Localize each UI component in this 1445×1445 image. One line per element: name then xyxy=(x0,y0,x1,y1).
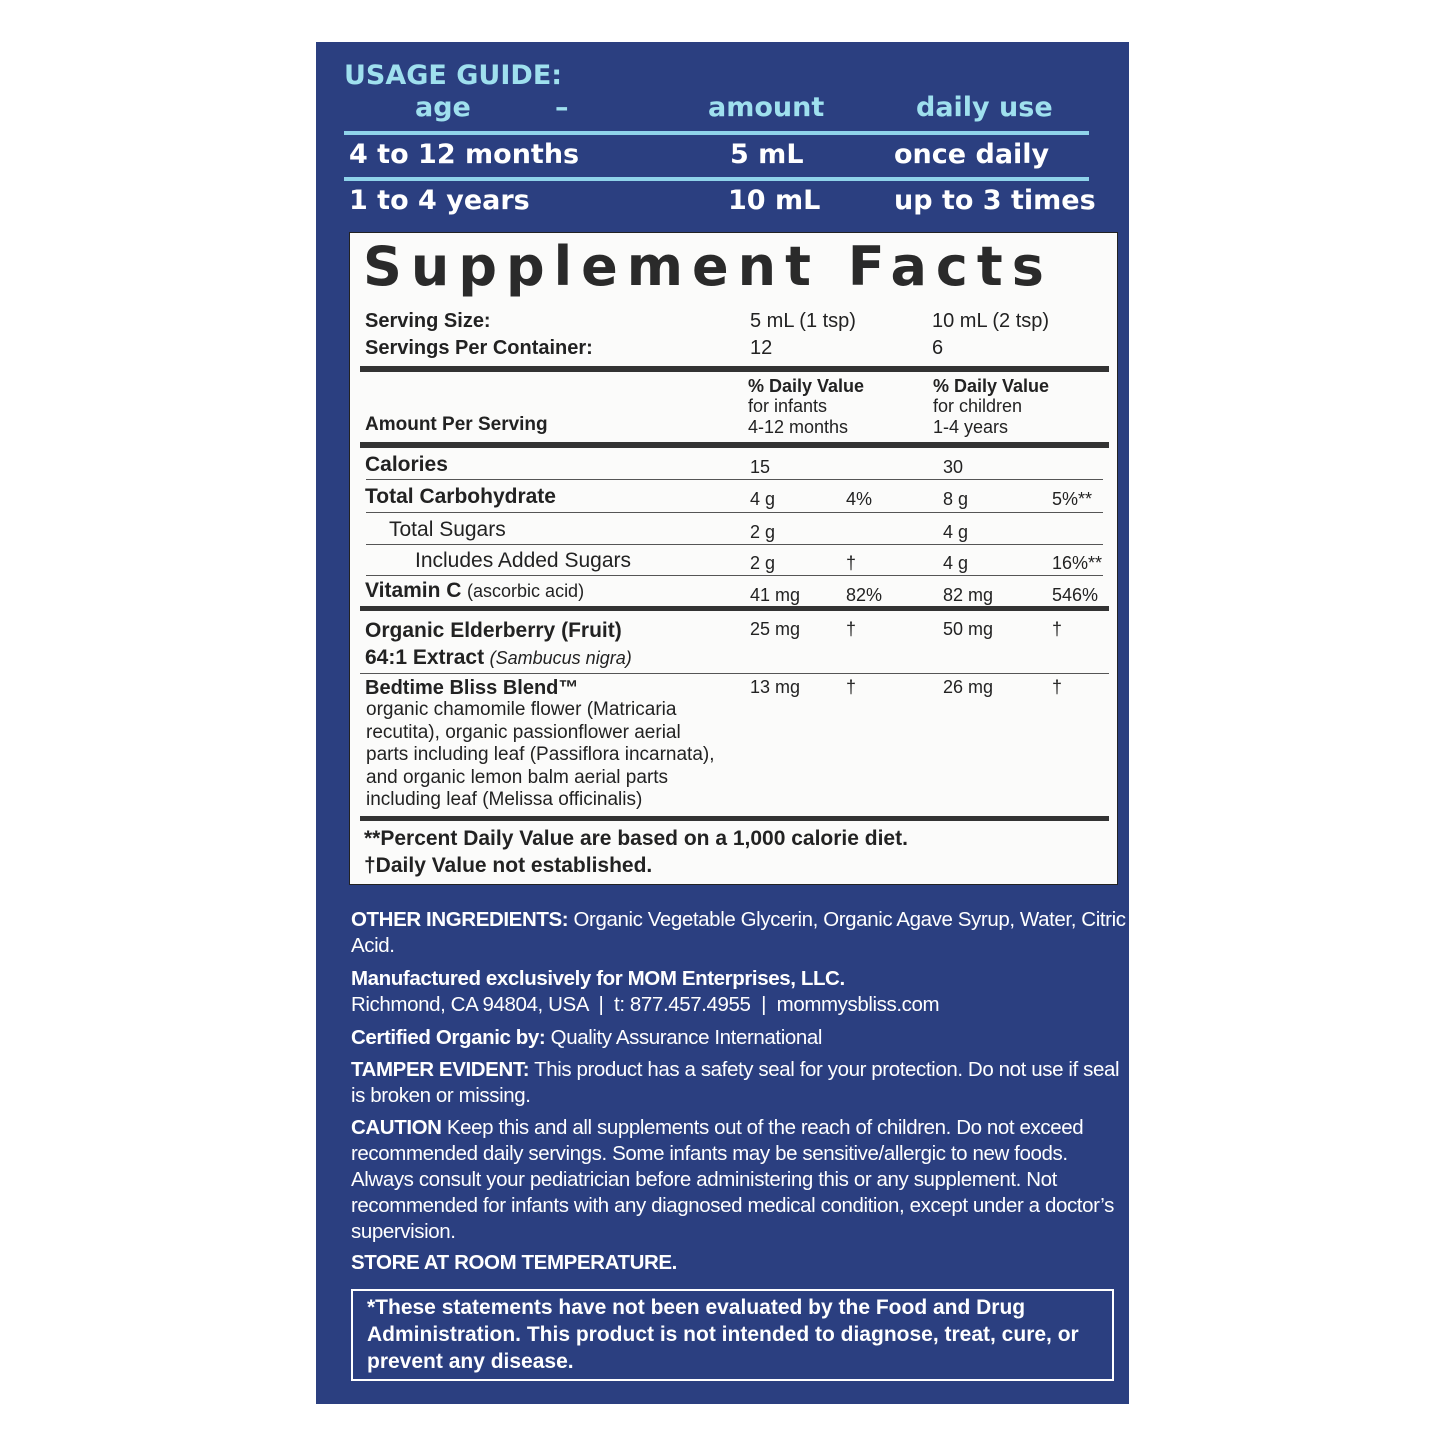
caution-text: Keep this and all supplements out of the… xyxy=(351,1116,1114,1243)
tamper-evident: TAMPER EVIDENT: This product has a safet… xyxy=(351,1057,1126,1109)
manufacturer: Manufactured exclusively for MOM Enterpr… xyxy=(351,967,845,990)
thin-rule xyxy=(366,512,1103,513)
nutrient-name: Bedtime Bliss Blend™ xyxy=(365,677,579,699)
dv-child: 546% xyxy=(1052,585,1099,605)
tamper-label: TAMPER EVIDENT: xyxy=(351,1058,530,1081)
amount-infant: 13 mg xyxy=(750,677,801,697)
nutrient-name: Calories xyxy=(365,453,448,476)
thin-rule xyxy=(366,544,1103,545)
certified-text: Quality Assurance International xyxy=(550,1026,823,1049)
dv-infant: 4% xyxy=(846,489,873,509)
amount-child: 82 mg xyxy=(943,585,994,605)
dv-child: 5%** xyxy=(1052,489,1093,509)
thick-rule xyxy=(360,816,1109,821)
usage-row-amount: 5 mL xyxy=(730,139,804,170)
elderberry-extract: 64:1 Extract xyxy=(365,646,485,669)
usage-header-dash: – xyxy=(555,92,569,123)
usage-row-amount: 10 mL xyxy=(728,185,821,216)
usage-header-daily-use: daily use xyxy=(916,92,1053,123)
dv-child: 16%** xyxy=(1052,553,1103,573)
usage-row-age: 4 to 12 months xyxy=(349,139,580,170)
amount-infant: 41 mg xyxy=(750,585,801,605)
fda-disclaimer: *These statements have not been evaluate… xyxy=(351,1289,1114,1381)
elderberry-note: (Sambucus nigra) xyxy=(489,648,632,668)
amount-child: 50 mg xyxy=(943,619,994,639)
footnote-dagger: †Daily Value not established. xyxy=(364,854,653,877)
certified-organic: Certified Organic by: Quality Assurance … xyxy=(351,1025,1126,1051)
nutrient-name: Total Carbohydrate xyxy=(365,485,556,508)
address: Richmond, CA 94804, USA | t: 877.457.495… xyxy=(351,993,940,1016)
certified-label: Certified Organic by: xyxy=(351,1026,546,1049)
thin-rule xyxy=(360,673,1109,674)
nutrient-name-line2: 64:1 Extract (Sambucus nigra) xyxy=(365,646,632,670)
dv-infant: † xyxy=(846,553,857,573)
nutrient-name: Total Sugars xyxy=(389,518,506,541)
usage-guide-title: USAGE GUIDE: xyxy=(344,60,563,91)
vitamin-c-note: (ascorbic acid) xyxy=(467,581,585,601)
amount-per-serving-label: Amount Per Serving xyxy=(365,414,548,435)
dv-header-infant-line2: 4-12 months xyxy=(748,417,849,437)
dv-header-child: % Daily Value xyxy=(933,376,1050,396)
servings-infant: 12 xyxy=(750,337,773,359)
thick-rule xyxy=(360,606,1109,611)
caution-label: CAUTION xyxy=(351,1116,442,1139)
thin-rule xyxy=(366,575,1103,576)
other-ingredients: OTHER INGREDIENTS: Organic Vegetable Gly… xyxy=(351,907,1126,959)
amount-infant: 15 xyxy=(750,457,771,477)
dv-infant: † xyxy=(846,619,857,639)
dv-header-child-line1: for children xyxy=(933,396,1023,416)
amount-infant: 2 g xyxy=(750,522,776,542)
blend-description: organic chamomile flower (Matricaria rec… xyxy=(366,699,715,810)
usage-divider xyxy=(344,177,1089,181)
facts-title: Supplement Facts xyxy=(363,235,1053,298)
usage-header-age: age xyxy=(415,92,471,123)
thin-rule xyxy=(366,479,1103,480)
thick-rule xyxy=(360,366,1109,372)
supplement-facts-panel: Supplement Facts Serving Size: 5 mL (1 t… xyxy=(349,232,1118,885)
footnote-percent: **Percent Daily Value are based on a 1,0… xyxy=(364,827,908,850)
dv-infant: 82% xyxy=(846,585,883,605)
dv-infant: † xyxy=(846,677,857,697)
dv-header-infant-line1: for infants xyxy=(748,396,828,416)
nutrient-name: Organic Elderberry (Fruit) xyxy=(365,619,622,642)
amount-child: 4 g xyxy=(943,522,969,542)
usage-row-daily-use: up to 3 times xyxy=(894,185,1096,216)
dv-header-child-line2: 1-4 years xyxy=(933,417,1009,437)
amount-child: 8 g xyxy=(943,489,969,509)
tamper-text: This product has a safety seal for your … xyxy=(351,1058,1120,1107)
amount-infant: 4 g xyxy=(750,489,776,509)
usage-header-amount: amount xyxy=(708,92,825,123)
dv-header-infant: % Daily Value xyxy=(748,376,865,396)
dv-child: † xyxy=(1052,677,1063,697)
usage-row-daily-use: once daily xyxy=(894,139,1050,170)
vitamin-c-name: Vitamin C xyxy=(365,579,462,602)
amount-child: 30 xyxy=(943,457,964,477)
servings-label: Servings Per Container: xyxy=(365,337,593,359)
amount-child: 26 mg xyxy=(943,677,994,697)
servings-child: 6 xyxy=(932,337,944,359)
thick-rule xyxy=(360,442,1109,448)
other-ingredients-text: Organic Vegetable Glycerin, Organic Agav… xyxy=(351,908,1126,957)
caution: CAUTION Keep this and all supplements ou… xyxy=(351,1115,1126,1245)
nutrient-name: Vitamin C (ascorbic acid) xyxy=(365,579,584,603)
amount-infant: 25 mg xyxy=(750,619,801,639)
serving-size-infant: 5 mL (1 tsp) xyxy=(750,310,856,332)
other-ingredients-label: OTHER INGREDIENTS: xyxy=(351,908,569,931)
storage-note: STORE AT ROOM TEMPERATURE. xyxy=(351,1251,677,1274)
serving-size-label: Serving Size: xyxy=(365,310,491,332)
serving-size-child: 10 mL (2 tsp) xyxy=(932,310,1050,332)
usage-row-age: 1 to 4 years xyxy=(349,185,530,216)
dv-child: † xyxy=(1052,619,1063,639)
nutrient-name: Includes Added Sugars xyxy=(415,549,631,572)
amount-child: 4 g xyxy=(943,553,969,573)
amount-infant: 2 g xyxy=(750,553,776,573)
usage-divider xyxy=(344,131,1089,135)
